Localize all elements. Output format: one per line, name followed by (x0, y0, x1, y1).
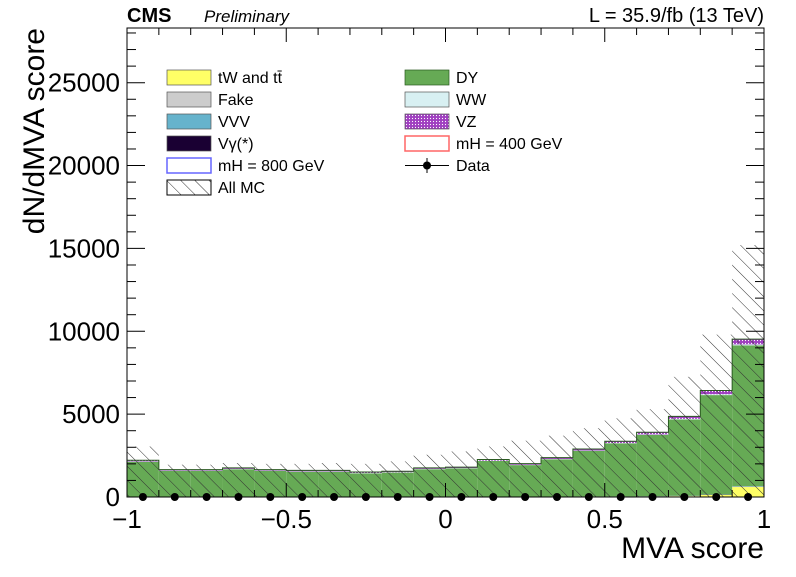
legend-label: Vγ(*) (218, 136, 254, 153)
lumi-label: L = 35.9/fb (13 TeV) (589, 5, 764, 27)
legend-swatch (405, 114, 449, 129)
all-mc-band (350, 464, 382, 497)
all-mc-band (446, 451, 478, 497)
legend-swatch (167, 114, 211, 129)
x-tick-label: −0.5 (261, 504, 312, 534)
x-axis-title: MVA score (621, 532, 764, 565)
all-mc-band (732, 245, 764, 497)
y-tick-label: 5000 (62, 399, 120, 429)
legend-label: VVV (218, 114, 250, 131)
all-mc-band (318, 463, 350, 497)
y-tick-label: 20000 (48, 151, 120, 181)
all-mc-band (700, 335, 732, 497)
x-tick-label: 0 (438, 504, 452, 534)
all-mc-band (382, 461, 414, 497)
legend-swatch (405, 136, 449, 151)
all-mc-band (159, 465, 191, 497)
status-label: Preliminary (204, 7, 291, 26)
all-mc-band (605, 418, 637, 497)
legend-label: All MC (218, 180, 265, 197)
legend-swatch (167, 136, 211, 151)
all-mc-band (637, 409, 669, 497)
x-tick-label: 1 (757, 504, 771, 534)
experiment-label: CMS (127, 5, 171, 27)
all-mc-band (541, 436, 573, 497)
all-mc-band (668, 377, 700, 497)
legend-swatch (405, 70, 449, 85)
legend-swatch (167, 92, 211, 107)
legend-swatch (405, 92, 449, 107)
y-tick-label: 15000 (48, 233, 120, 263)
all-mc-band (509, 441, 541, 497)
all-mc-band (127, 446, 159, 497)
all-mc-band (573, 428, 605, 497)
all-mc-band (477, 446, 509, 497)
y-axis-title: dN/dMVA score (18, 28, 51, 234)
legend-label: mH = 800 GeV (218, 158, 325, 175)
legend-swatch (167, 180, 211, 195)
all-mc-band (191, 465, 223, 497)
y-tick-label: 25000 (48, 68, 120, 98)
legend-swatch (167, 158, 211, 173)
y-tick-label: 0 (106, 482, 120, 512)
legend-label: Data (456, 158, 490, 175)
legend-label: mH = 400 GeV (456, 136, 563, 153)
all-mc-band (286, 464, 318, 497)
all-mc-hatch (127, 245, 764, 497)
legend-label: DY (456, 70, 479, 87)
all-mc-band (254, 464, 286, 497)
legend-label: tW and tt̄ (218, 70, 283, 87)
legend-label: Fake (218, 92, 254, 109)
y-tick-label: 10000 (48, 316, 120, 346)
all-mc-band (414, 455, 446, 497)
legend: tW and tt̄ DY Fake WW VVV VZ Vγ(*) mH = 400 GeV… (167, 70, 563, 197)
legend-swatch (167, 70, 211, 85)
legend-marker (423, 162, 431, 170)
x-tick-label: 0.5 (587, 504, 623, 534)
all-mc-band (223, 463, 255, 497)
legend-label: WW (456, 92, 487, 109)
legend-label: VZ (456, 114, 477, 131)
